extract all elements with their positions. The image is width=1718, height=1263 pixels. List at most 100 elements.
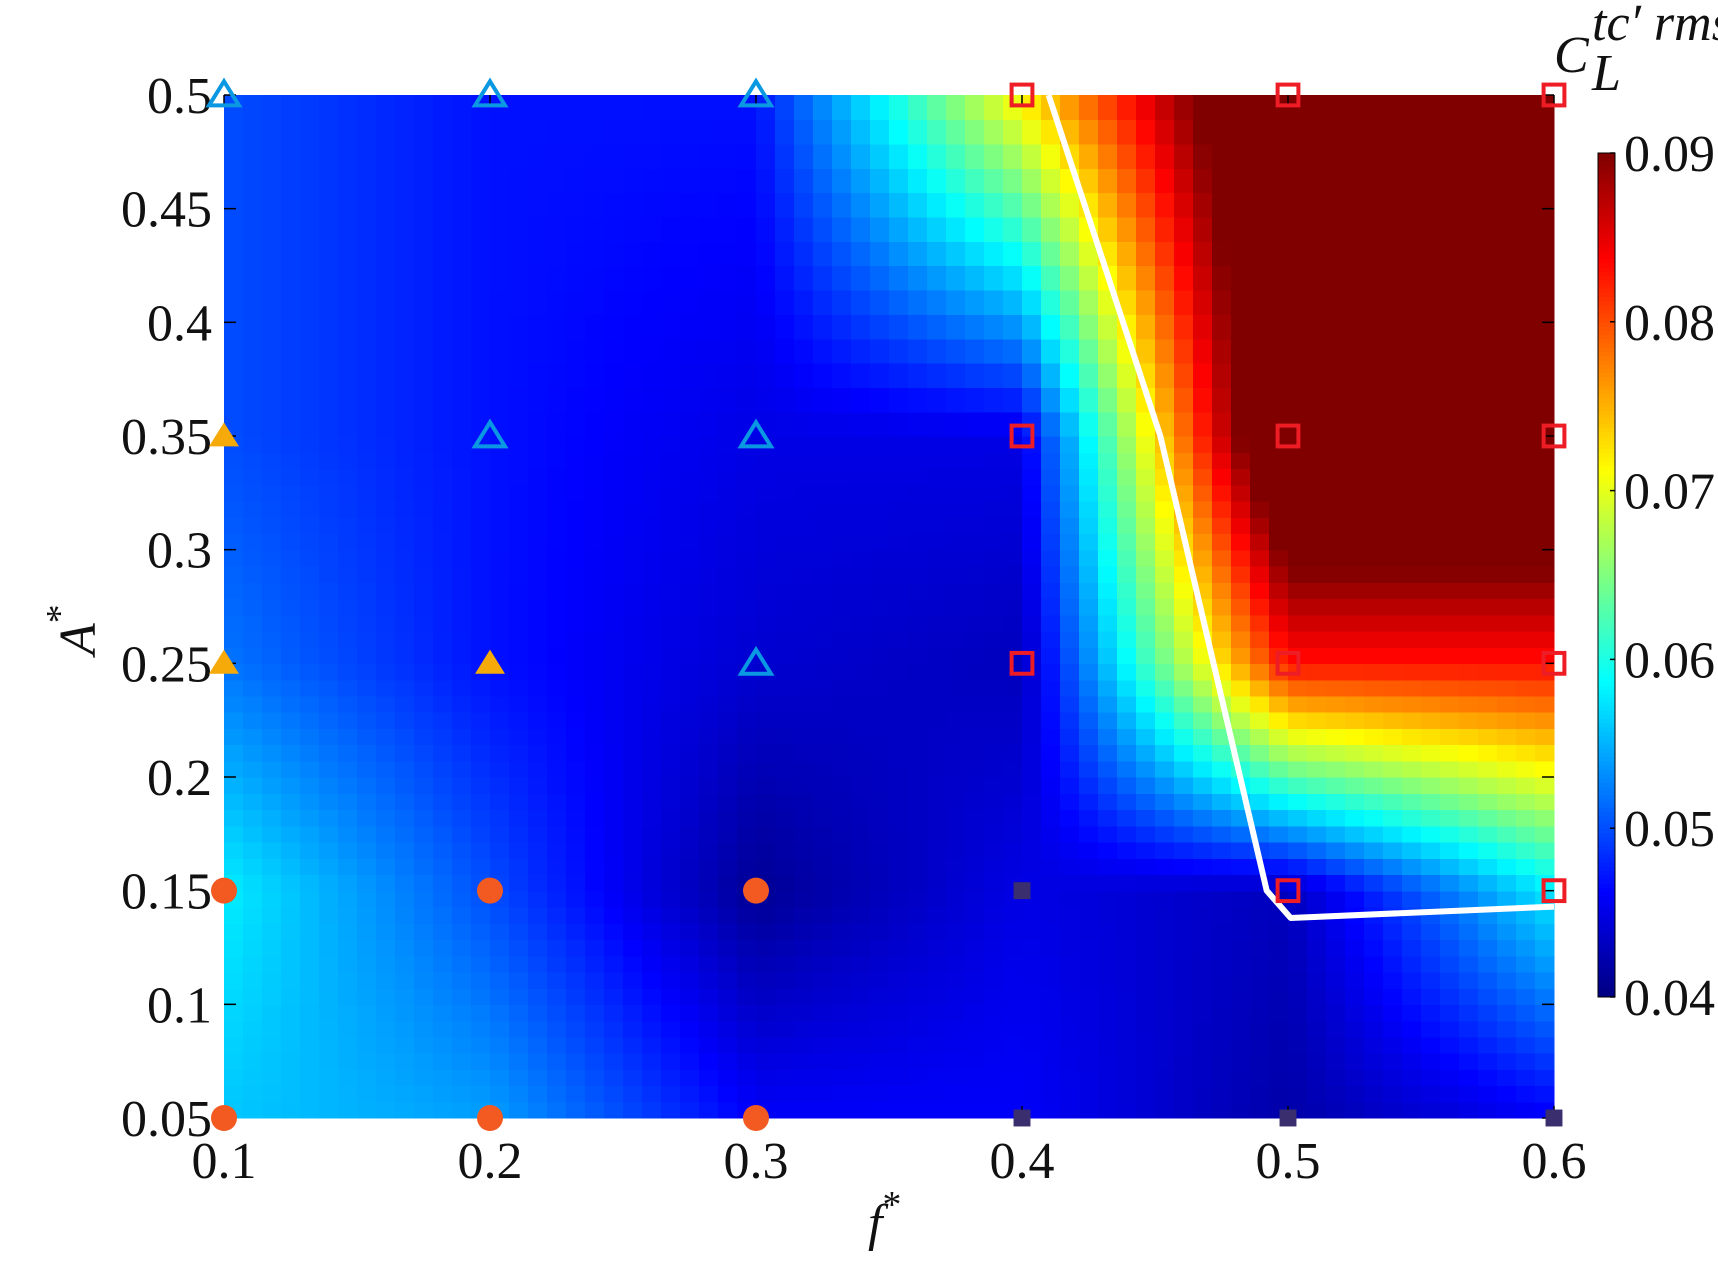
contour-cell [1307,1053,1327,1070]
contour-cell [1535,760,1555,778]
colorbar-swatch [1598,376,1615,382]
contour-cell [604,760,624,778]
contour-cell [984,614,1004,632]
contour-cell [889,712,909,729]
colorbar-swatch [1598,722,1615,728]
contour-cell [927,216,947,242]
contour-cell [281,1053,301,1070]
contour-cell [547,565,567,583]
contour-cell [1117,630,1137,648]
contour-cell [1250,598,1270,616]
contour-cell [1003,760,1023,778]
contour-cell [1326,533,1346,551]
contour-cell [1003,484,1023,502]
contour-cell [1269,314,1289,340]
contour-cell [908,955,928,973]
contour-cell [680,168,700,194]
contour-cell [1174,362,1194,388]
contour-cell [851,1085,871,1103]
contour-cell [813,955,833,973]
contour-cell [452,874,472,892]
contour-cell [1440,119,1460,145]
contour-cell [775,484,795,502]
contour-cell [224,906,244,924]
contour-cell [680,387,700,413]
y-tick-label: 0.35 [121,409,212,466]
contour-cell [1098,647,1118,665]
contour-cell [376,387,396,413]
contour-cell [1269,517,1289,535]
contour-cell [1478,760,1498,778]
contour-cell [870,825,890,843]
colorbar-swatch [1598,823,1615,829]
contour-cell [794,119,814,145]
contour-cell [1136,549,1156,567]
contour-cell [566,289,586,315]
contour-cell [281,630,301,648]
contour-cell [927,549,947,567]
contour-cell [1174,598,1194,616]
colorbar-swatch [1598,811,1615,817]
contour-cell [528,582,548,600]
contour-cell [1041,314,1061,340]
contour-cell [870,436,890,453]
contour-cell [1060,468,1080,486]
contour-cell [1193,988,1213,1006]
contour-cell [794,906,814,924]
contour-cell [794,1085,814,1103]
contour-cell [414,192,434,218]
contour-cell [927,362,947,388]
contour-cell [1174,1085,1194,1103]
contour-cell [1459,265,1479,291]
contour-cell [1079,484,1099,502]
contour-cell [547,1020,567,1038]
contour-cell [1060,362,1080,388]
contour-cell [1516,971,1536,989]
contour-cell [680,582,700,600]
contour-cell [832,338,852,364]
contour-cell [395,1085,415,1103]
contour-cell [604,192,624,218]
contour-cell [1155,744,1175,762]
contour-cell [1231,314,1251,340]
contour-cell [1250,647,1270,665]
contour-cell [585,793,605,811]
contour-cell [813,565,833,583]
contour-cell [338,777,358,794]
contour-cell [1345,1020,1365,1038]
contour-cell [338,119,358,145]
contour-cell [262,663,282,681]
contour-cell [1497,939,1517,957]
contour-cell [1003,1085,1023,1103]
contour-cell [300,874,320,892]
contour-cell [224,630,244,648]
x-axis-label: f* [868,1184,901,1252]
contour-cell [1098,679,1118,697]
contour-cell [338,338,358,364]
contour-cell [1212,1020,1232,1038]
contour-cell [1497,411,1517,437]
contour-cell [1060,436,1080,453]
contour-cell [737,971,757,989]
contour-cell [1193,517,1213,535]
contour-cell [851,484,871,502]
contour-cell [452,744,472,762]
colorbar-swatch [1598,562,1615,568]
contour-cell [718,663,738,681]
contour-cell [1307,1004,1327,1022]
contour-cell [566,906,586,924]
contour-cell [699,387,719,413]
contour-cell [984,712,1004,729]
contour-cell [1098,468,1118,486]
contour-cell [338,841,358,859]
contour-cell [927,841,947,859]
contour-cell [414,168,434,194]
contour-cell [832,168,852,194]
contour-cell [965,314,985,340]
contour-cell [718,484,738,502]
contour-cell [1307,387,1327,413]
contour-cell [794,241,814,267]
contour-cell [281,119,301,145]
contour-cell [1421,760,1441,778]
colorbar-tick-label: 0.04 [1624,970,1715,1027]
